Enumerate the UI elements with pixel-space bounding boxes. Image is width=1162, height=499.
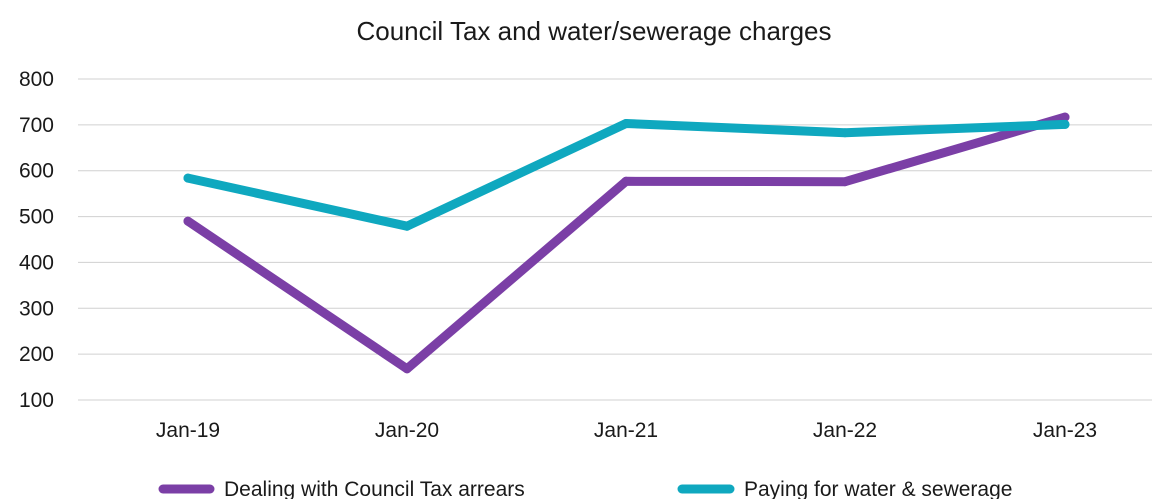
series-2 — [183, 119, 1070, 231]
data-point — [621, 119, 631, 128]
legend: Dealing with Council Tax arrears Paying f… — [158, 478, 1012, 499]
data-point — [402, 221, 412, 231]
series-1 — [183, 112, 1070, 374]
x-axis-tick-labels: Jan-19 Jan-20 Jan-21 Jan-22 Jan-23 — [156, 419, 1097, 442]
y-tick-label: 700 — [19, 114, 54, 137]
data-point — [1060, 119, 1070, 129]
x-tick-label: Jan-22 — [813, 419, 877, 442]
y-tick-label: 300 — [19, 297, 54, 320]
y-tick-label: 500 — [19, 206, 54, 229]
series-line — [183, 119, 1070, 231]
data-point — [840, 128, 850, 138]
y-tick-label: 400 — [19, 251, 54, 274]
data-point — [621, 176, 631, 186]
x-tick-label: Jan-19 — [156, 419, 220, 442]
legend-item: Paying for water & sewerage — [677, 478, 1012, 499]
y-tick-label: 100 — [19, 389, 54, 412]
legend-item: Dealing with Council Tax arrears — [158, 478, 525, 499]
series-line — [183, 112, 1070, 374]
legend-label: Dealing with Council Tax arrears — [224, 478, 525, 499]
y-tick-label: 600 — [19, 160, 54, 183]
y-tick-label: 800 — [19, 68, 54, 91]
x-tick-label: Jan-23 — [1033, 419, 1097, 442]
data-point — [183, 216, 193, 226]
chart-title: Council Tax and water/sewerage charges — [356, 16, 831, 46]
x-tick-label: Jan-21 — [594, 419, 658, 442]
x-tick-label: Jan-20 — [375, 419, 439, 442]
data-point — [183, 173, 193, 183]
legend-label: Paying for water & sewerage — [744, 478, 1012, 499]
y-tick-label: 200 — [19, 343, 54, 366]
series-lines — [183, 112, 1070, 374]
data-point — [402, 364, 412, 374]
data-point — [840, 177, 850, 187]
data-point — [1060, 112, 1070, 122]
y-axis-tick-labels: 100 200 300 400 500 600 700 800 — [19, 68, 54, 412]
